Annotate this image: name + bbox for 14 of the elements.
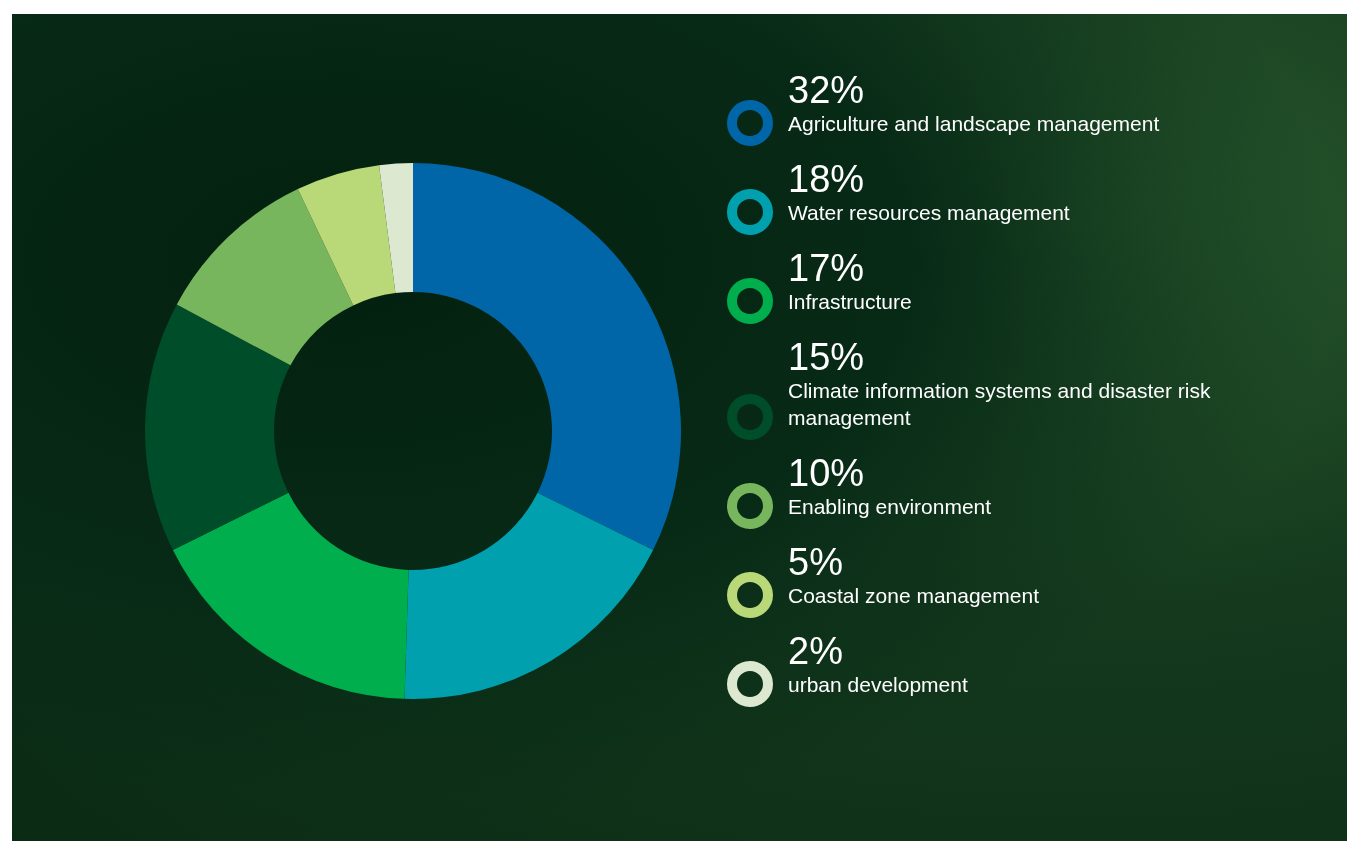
legend-label: Water resources management <box>788 200 1070 226</box>
data-label: 17% <box>788 247 866 289</box>
legend-label: Coastal zone management <box>788 583 1039 609</box>
data-label: 5% <box>788 541 844 583</box>
data-label: 18% <box>788 158 866 200</box>
data-label: 10% <box>788 452 866 494</box>
data-label: 2% <box>788 630 844 672</box>
legend-label: Enabling environment <box>788 494 992 520</box>
legend-label: Climate information systems and disaster risk management <box>788 378 1212 431</box>
legend-label: Agriculture and landscape management <box>788 111 1160 137</box>
legend-label: Infrastructure <box>788 289 912 315</box>
legend-label: urban development <box>788 672 968 698</box>
data-label: 15% <box>788 336 866 378</box>
data-label: 32% <box>788 69 866 111</box>
